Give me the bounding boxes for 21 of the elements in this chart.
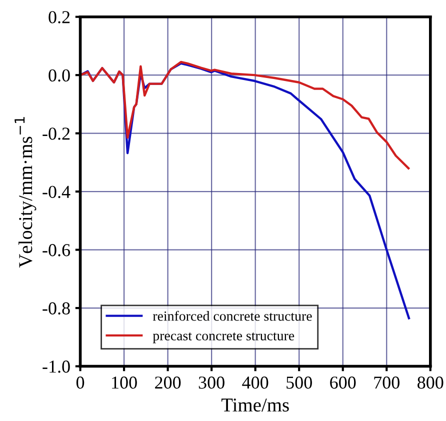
x-tick-label: 0: [76, 376, 84, 389]
y-tick-label: -0.4: [42, 186, 70, 198]
y-tick-label: -1.0: [42, 360, 70, 373]
line-series: [80, 60, 410, 170]
x-tick-label: 200: [155, 376, 181, 389]
y-tick-label: 0.0: [48, 69, 70, 82]
x-tick-label: 800: [418, 376, 444, 389]
y-tick-label: -0.2: [42, 128, 70, 140]
legend-label: reinforced concrete structure: [152, 310, 312, 321]
x-tick-label: 500: [286, 376, 312, 389]
y-tick-label: 0.2: [48, 11, 70, 24]
legend-label: precast concrete structure: [152, 332, 294, 344]
x-axis-title: Time/ms: [221, 398, 289, 412]
y-tick-label: -0.8: [42, 302, 70, 315]
x-tick-label: 700: [374, 376, 400, 389]
x-tick-label: 600: [330, 376, 356, 389]
x-tick-label: 300: [198, 376, 224, 389]
x-tick-label: 400: [242, 376, 268, 389]
y-axis-title: Velocity/mm·ms$^{−1}$: [14, 117, 36, 268]
x-tick-label: 100: [112, 376, 137, 389]
y-tick-label: -0.6: [42, 244, 70, 256]
